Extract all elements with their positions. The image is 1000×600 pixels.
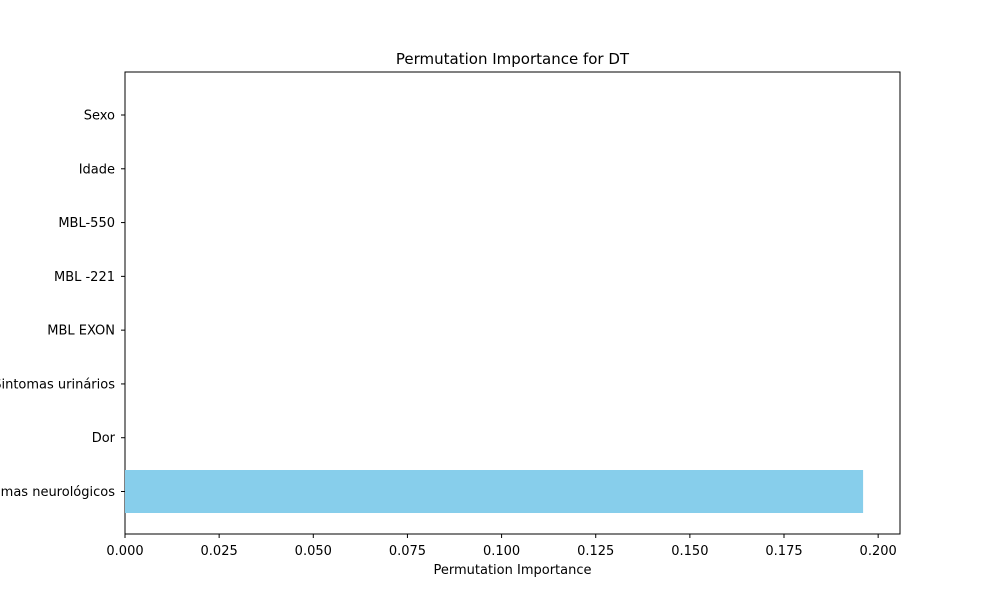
y-axis-ticks: Sexo Idade MBL-550 MBL -221 MBL EXON Sintomas… xyxy=(0,109,125,500)
x-tick-label: 0.150 xyxy=(671,544,708,559)
y-tick-label: MBL-550 xyxy=(58,216,115,231)
y-tick-label: Dor xyxy=(92,431,116,446)
x-axis-ticks: 0.000 0.025 0.050 0.075 0.100 0.125 0.150 0.175… xyxy=(106,534,897,559)
y-tick-label: Sexo xyxy=(84,109,115,124)
y-tick-label: Idade xyxy=(79,162,115,177)
x-tick-label: 0.125 xyxy=(577,544,614,559)
x-axis-label: Permutation Importance xyxy=(434,563,592,578)
chart-title: Permutation Importance for DT xyxy=(396,50,630,68)
x-tick-label: 0.200 xyxy=(860,544,897,559)
x-tick-label: 0.025 xyxy=(201,544,238,559)
x-tick-label: 0.050 xyxy=(295,544,332,559)
x-tick-label: 0.075 xyxy=(389,544,426,559)
y-tick-label: MBL EXON xyxy=(47,324,115,339)
bars-group xyxy=(125,470,864,513)
bar xyxy=(125,470,864,513)
y-tick-label: MBL -221 xyxy=(54,270,115,285)
x-tick-label: 0.000 xyxy=(106,544,143,559)
x-tick-label: 0.100 xyxy=(483,544,520,559)
plot-area xyxy=(124,71,901,535)
x-tick-label: 0.175 xyxy=(765,544,802,559)
y-tick-label: Sintomas urinários xyxy=(0,377,115,392)
y-tick-label: Sintomas neurológicos xyxy=(0,485,115,500)
plot-frame xyxy=(124,71,901,535)
